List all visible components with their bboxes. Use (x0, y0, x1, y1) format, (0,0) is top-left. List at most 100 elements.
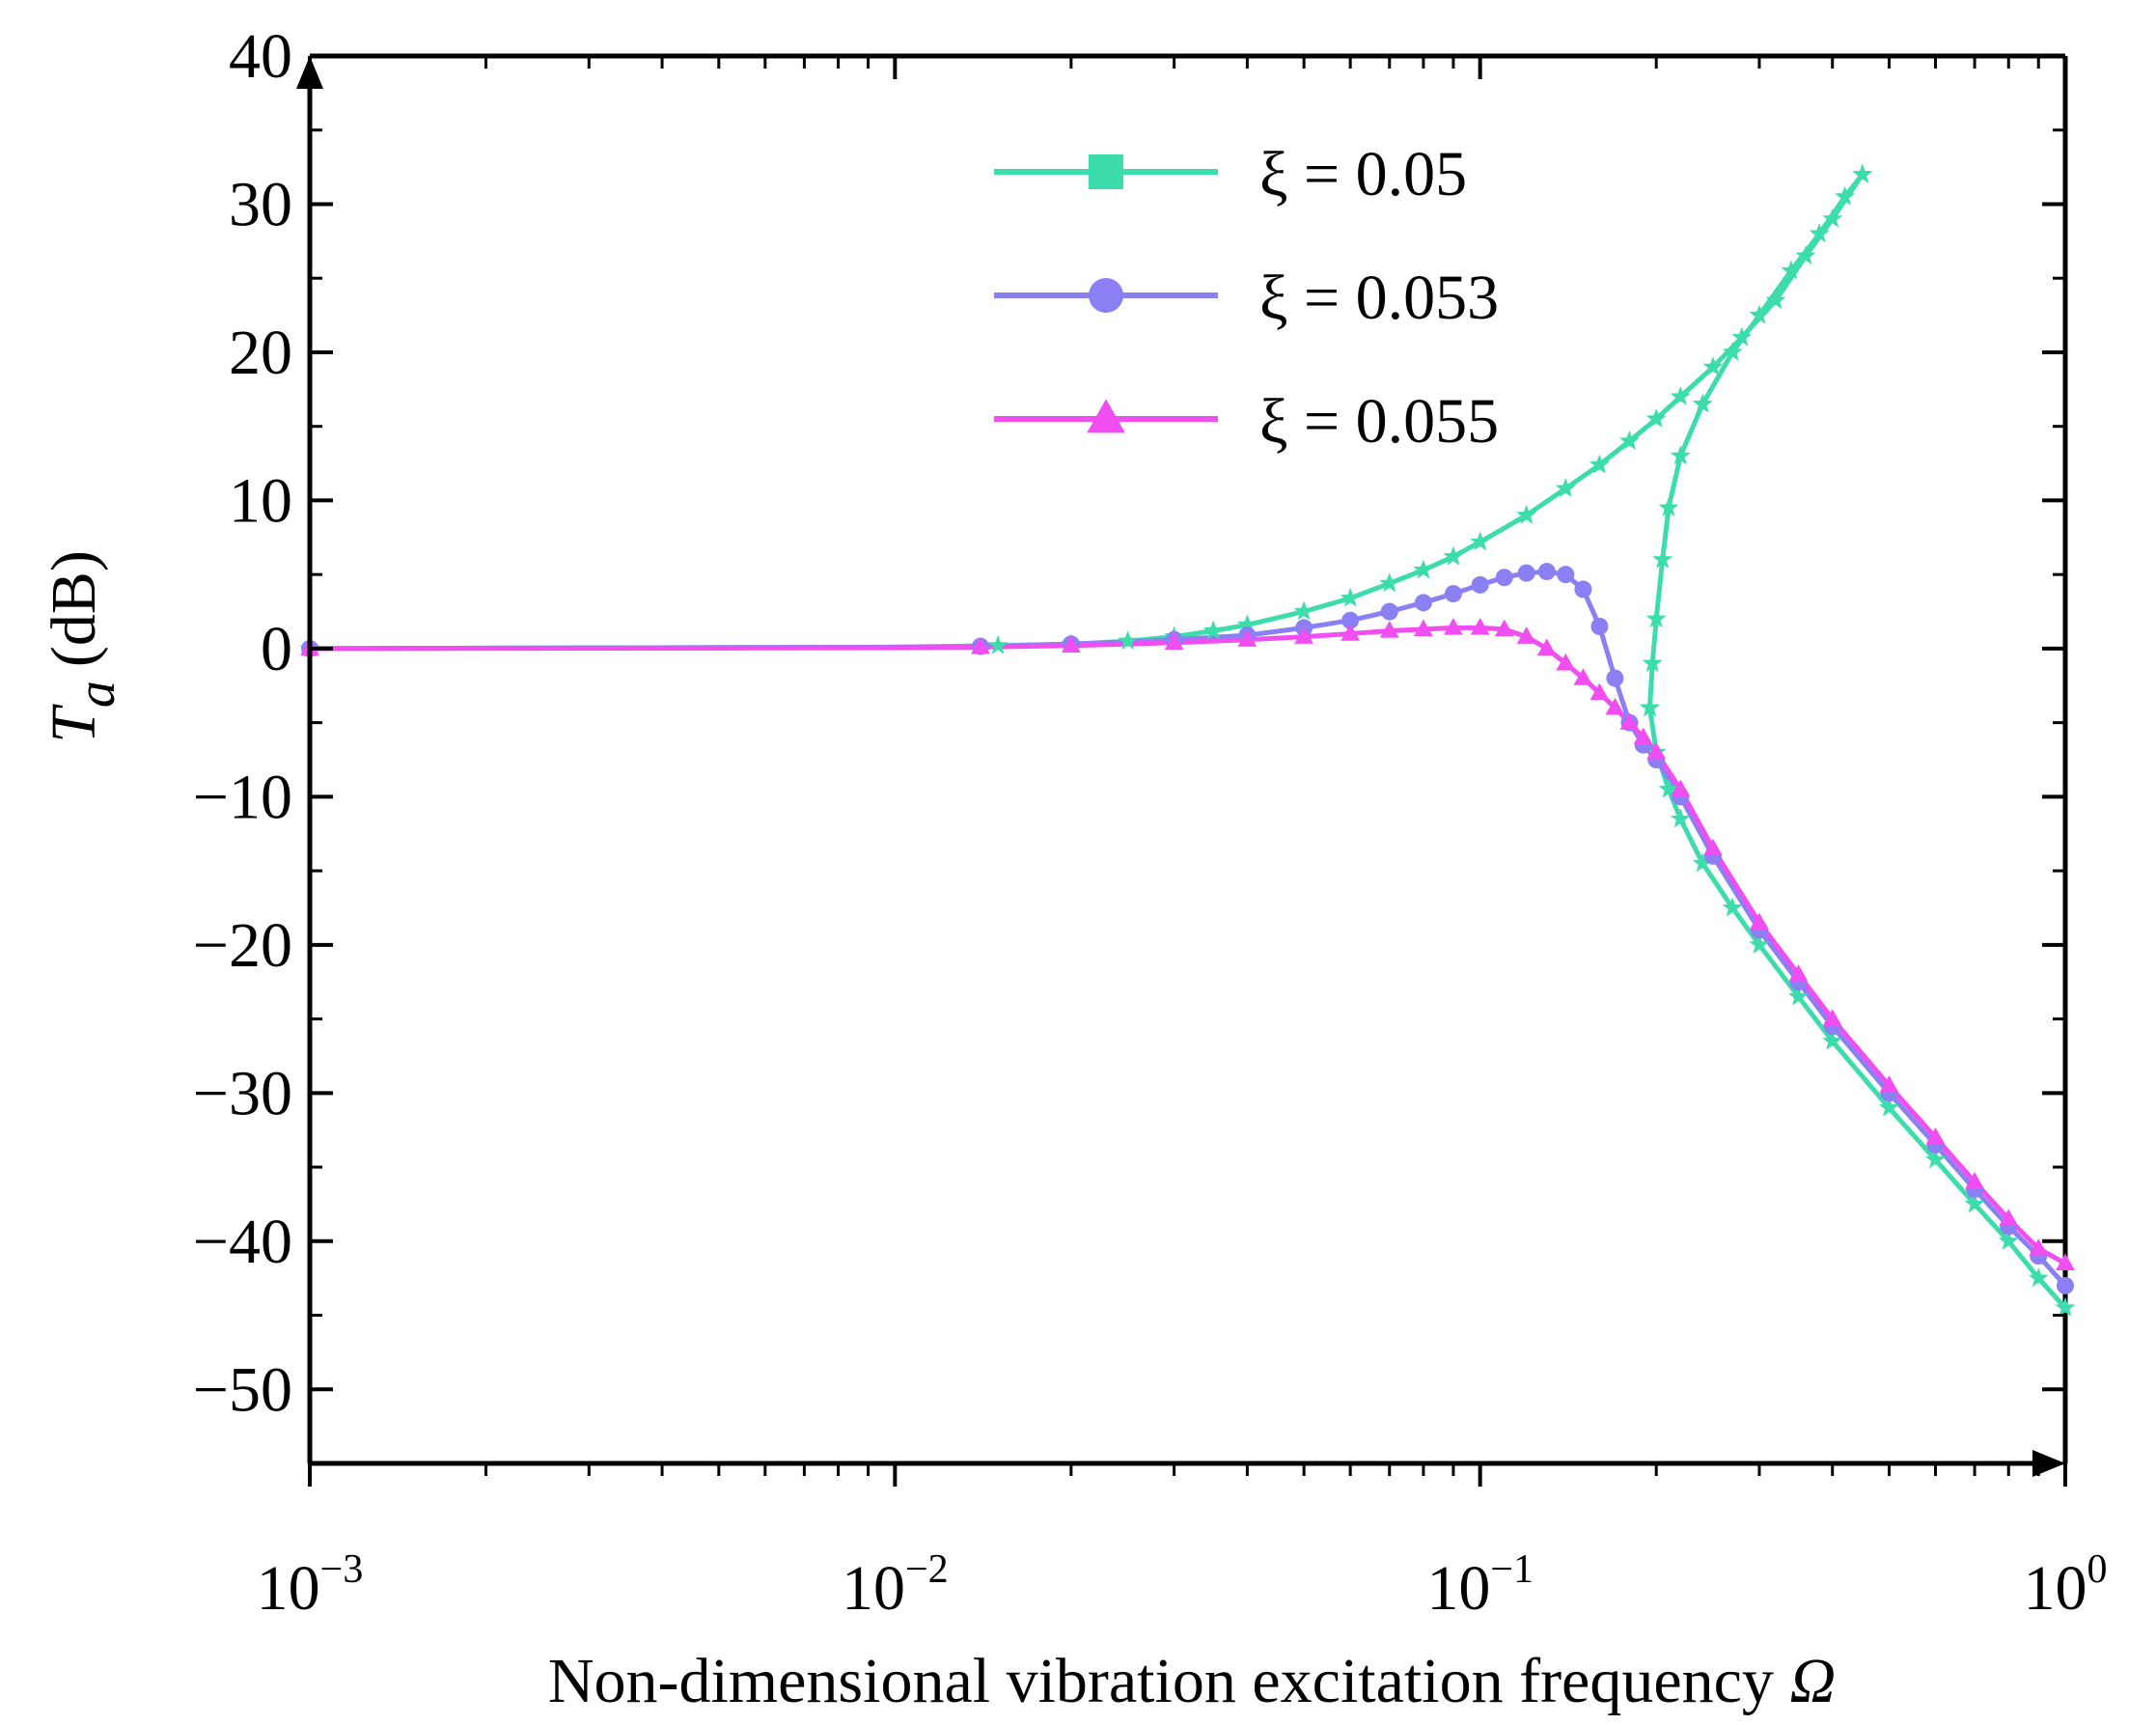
y-tick-label: −50 (193, 1354, 292, 1425)
series-2-point (1444, 585, 1462, 603)
x-axis-ticks: 10−3 10−2 10−1 100 (257, 56, 2108, 1624)
legend-label-3: ξ = 0.055 (1259, 386, 1499, 457)
series-1-point (1642, 653, 1663, 673)
series-3-point (1925, 1127, 1946, 1145)
series-1-point (1236, 614, 1258, 634)
axes (296, 56, 2065, 1477)
series-1-point (1202, 620, 1224, 640)
series-1-point (1749, 933, 1770, 954)
series-1-point (1379, 572, 1400, 593)
legend: ξ = 0.05 ξ = 0.053 ξ = 0.055 (994, 139, 1499, 457)
series-3-point (2056, 1253, 2075, 1271)
series-2-point (1380, 602, 1398, 621)
y-axis-title-symbol: T (39, 704, 109, 743)
series-3-point (1341, 624, 1361, 641)
x-tick-label-exponent: 0 (2087, 1547, 2108, 1592)
series-1-point (1852, 163, 1873, 183)
series-3-point (1605, 697, 1625, 715)
y-tick-label: 30 (229, 169, 292, 239)
series-1-point (1670, 386, 1691, 405)
series-3-point (1536, 638, 1557, 656)
series-1-point (1692, 852, 1713, 873)
series-1-point (1692, 393, 1713, 413)
series-1-point (1555, 478, 1576, 497)
series-1-point (1795, 245, 1816, 265)
x-tick-label-base: 10 (257, 1553, 320, 1624)
series-3-point (1671, 779, 1691, 796)
series-2-point (1517, 564, 1535, 582)
y-axis-title-unit: (dB) (39, 550, 109, 667)
x-tick-label-exponent: −1 (1490, 1547, 1534, 1592)
y-axis-ticks: 40 30 20 10 0 −10 −20 −30 −40 −50 (193, 21, 2065, 1465)
x-tick-label-exponent: −2 (905, 1547, 949, 1592)
series-2-point (2057, 1276, 2074, 1294)
series-1-point (1589, 454, 1610, 474)
y-axis-title: Ta (dB) (39, 550, 126, 743)
series-3-point (1294, 626, 1314, 644)
series-1-point (1645, 608, 1667, 628)
series-1-point (1640, 697, 1660, 717)
y-tick-label: 40 (229, 21, 292, 92)
series-1-point (1822, 208, 1843, 228)
series-3-point (1164, 632, 1184, 650)
series-1-point (1658, 778, 1679, 798)
series-3-point (971, 637, 990, 654)
series-1-point (1765, 290, 1786, 310)
series-1-point (1702, 356, 1724, 376)
series-1-point (1670, 445, 1691, 465)
series-3-point (1619, 712, 1640, 730)
plot-frame (310, 53, 2068, 1463)
series-3-point (1494, 619, 1514, 637)
series-2-point (1414, 594, 1432, 612)
series-3-point (1703, 838, 1723, 856)
series-3-point (1589, 682, 1610, 701)
series-1-point (1781, 260, 1802, 280)
legend-marker-2 (1089, 278, 1123, 313)
x-tick-label: 10−1 (1426, 1547, 1534, 1624)
legend-marker-3 (1087, 399, 1125, 433)
series-1-point (1835, 185, 1855, 206)
y-tick-label: −10 (193, 762, 292, 832)
series-1-point (1619, 431, 1640, 450)
series-3-point (1879, 1075, 1899, 1093)
series-1-point (1822, 1030, 1843, 1050)
series-3-point (1965, 1172, 1984, 1189)
series-line-3 (309, 625, 2067, 1266)
series-1-point (1413, 559, 1434, 579)
series-1-point (1879, 1097, 1899, 1117)
series-1-point (1658, 497, 1679, 516)
series-1-point (1964, 1193, 1985, 1213)
x-tick-label: 10−3 (257, 1547, 364, 1624)
series-1-point (1722, 341, 1743, 361)
series-3-point (1822, 1009, 1842, 1026)
series-3-point (1556, 653, 1576, 671)
series-1-point (1118, 630, 1139, 651)
legend-marker-1 (1089, 154, 1123, 189)
series-3-point (1750, 912, 1769, 931)
series-1-point (1809, 223, 1830, 243)
series-1-point (2055, 1296, 2076, 1317)
x-tick-label-exponent: −3 (320, 1547, 364, 1592)
y-tick-label: 0 (261, 614, 292, 684)
plot-markers (299, 163, 2076, 1317)
y-tick-label: 10 (229, 465, 292, 536)
series-line-1 (309, 173, 1865, 652)
y-axis-title-subscript: a (67, 681, 126, 708)
x-tick-label-base: 10 (1426, 1553, 1490, 1624)
svg-text:Ta(dB): Ta (dB) (39, 550, 126, 743)
x-axis-title-symbol: Ω (1789, 1646, 1836, 1716)
series-3-point (1516, 626, 1536, 644)
series-2-point (1557, 566, 1575, 584)
series-line-2 (309, 569, 2067, 1288)
series-2-point (1471, 575, 1489, 594)
series-2-point (1341, 611, 1360, 629)
series-1-point (1340, 587, 1361, 607)
series-3-point (1573, 668, 1593, 685)
series-3-point (1470, 618, 1490, 635)
x-axis-arrow (2032, 1450, 2065, 1477)
y-tick-label: −40 (193, 1207, 292, 1277)
series-1-point (1998, 1230, 2019, 1250)
series-2-point (1495, 569, 1513, 587)
series-3-point (1788, 964, 1809, 982)
x-tick-label-base: 10 (842, 1553, 905, 1624)
